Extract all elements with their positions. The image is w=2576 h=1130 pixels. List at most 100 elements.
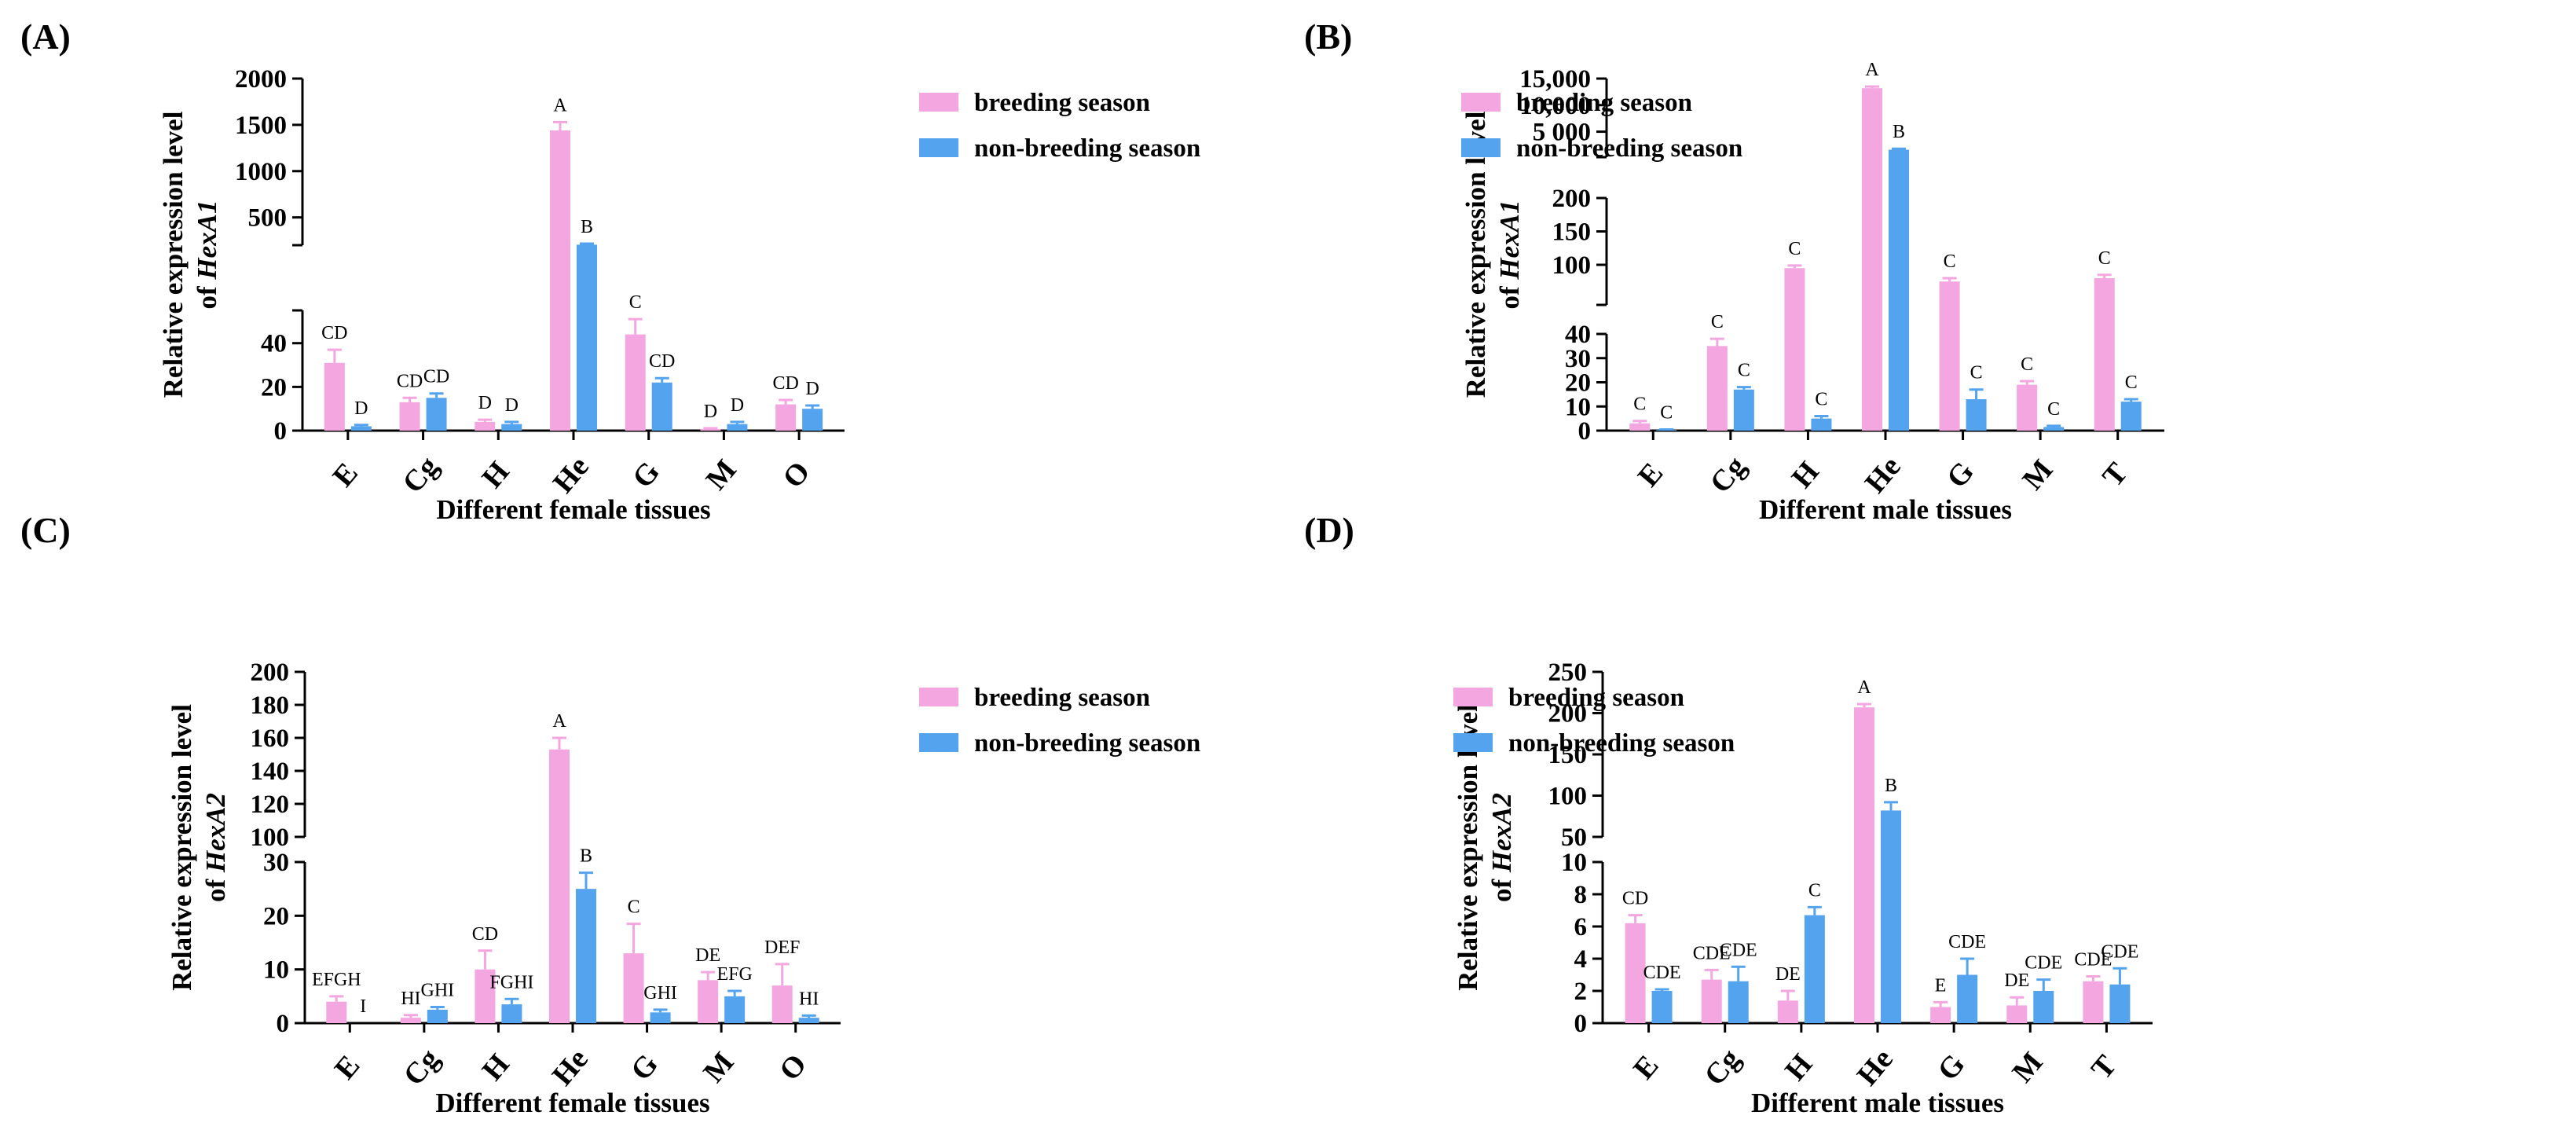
- y-tick-label: 10: [1561, 849, 1587, 877]
- significance-letter: D: [505, 395, 518, 416]
- significance-letter: CDE: [1948, 932, 1986, 952]
- y-axis-title-prefix: of: [1486, 872, 1517, 902]
- bar-non-breeding: [724, 996, 746, 1023]
- x-axis-title: Different male tissues: [1751, 1088, 2004, 1118]
- legend-label-non-breeding: non-breeding season: [974, 729, 1200, 758]
- panel-label: (A): [20, 17, 71, 57]
- significance-letter: FGHI: [489, 972, 533, 992]
- significance-letter: A: [552, 711, 566, 732]
- significance-letter: B: [580, 846, 592, 867]
- significance-letter: C: [1970, 363, 1983, 383]
- y-tick-label: 160: [251, 725, 290, 753]
- bar-non-breeding: [1651, 991, 1673, 1023]
- significance-letter: C: [1633, 394, 1646, 415]
- x-tick-label: E: [1627, 1049, 1665, 1085]
- legend-label-breeding: breeding season: [974, 89, 1150, 117]
- significance-letter: HI: [799, 989, 819, 1009]
- bar-non-breeding: [2033, 991, 2054, 1023]
- significance-letter: CD: [423, 367, 449, 387]
- significance-letter: DE: [2004, 970, 2029, 991]
- gene-name: HexA2: [200, 793, 231, 873]
- legend-swatch-breeding: [919, 688, 958, 706]
- significance-letter: C: [2047, 399, 2060, 420]
- significance-letter: CD: [321, 323, 347, 343]
- x-tick-label: Cg: [1704, 450, 1753, 500]
- y-axis-title-gene: of HexA2: [200, 793, 231, 902]
- bar-breeding: [1625, 923, 1646, 1023]
- y-tick-label: 4: [1574, 945, 1588, 974]
- y-tick-label: 140: [251, 758, 290, 786]
- significance-letter: CD: [1622, 889, 1648, 909]
- y-tick-label: 100: [251, 824, 290, 852]
- x-tick-label: He: [547, 450, 595, 500]
- bar-breeding: [1629, 423, 1651, 431]
- x-tick-label: T: [2096, 457, 2134, 493]
- x-tick-label: He: [546, 1043, 595, 1092]
- y-tick-label: 250: [1548, 659, 1588, 687]
- y-tick-label: 500: [248, 204, 288, 233]
- significance-letter: C: [628, 897, 640, 918]
- significance-letter: CD: [472, 924, 498, 945]
- y-tick-label: 1500: [235, 112, 287, 140]
- bar-non-breeding: [576, 889, 596, 1023]
- bar-breeding: [475, 969, 496, 1023]
- y-axis-title-prefix: of: [192, 280, 222, 310]
- y-axis-title-gene: of HexA2: [1486, 793, 1517, 902]
- bar-non-breeding: [798, 1018, 819, 1023]
- x-tick-label: He: [1859, 450, 1907, 500]
- bar-non-breeding: [2120, 402, 2142, 431]
- bar-breeding: [1862, 88, 1882, 431]
- significance-letter: C: [1788, 239, 1801, 259]
- x-tick-label: G: [626, 455, 666, 494]
- significance-letter: C: [2098, 248, 2111, 269]
- significance-letter: A: [1865, 60, 1879, 80]
- y-tick-label: 0: [1574, 1010, 1588, 1038]
- bar-breeding: [623, 953, 644, 1023]
- bar-non-breeding: [1881, 810, 1901, 1023]
- bar-non-breeding: [2043, 427, 2065, 431]
- bar-breeding: [1939, 281, 1960, 431]
- significance-letter: B: [581, 217, 593, 237]
- significance-letter: C: [1815, 390, 1827, 410]
- y-tick-label: 150: [1552, 218, 1592, 247]
- significance-letter: C: [2021, 354, 2033, 375]
- significance-letter: CD: [649, 351, 675, 372]
- legend-label-non-breeding: non-breeding season: [1508, 729, 1735, 758]
- x-tick-label: E: [1632, 457, 1669, 493]
- bar-breeding: [625, 334, 646, 431]
- bar-breeding: [1706, 346, 1728, 431]
- panel-label: (C): [20, 510, 71, 550]
- significance-letter: D: [704, 402, 717, 422]
- bar-breeding: [1777, 1000, 1798, 1023]
- bar-non-breeding: [1733, 389, 1754, 431]
- bar-breeding: [326, 1001, 347, 1023]
- y-tick-label: 40: [1565, 321, 1591, 349]
- gene-name: HexA2: [1486, 793, 1517, 873]
- significance-letter: I: [360, 996, 366, 1017]
- y-tick-label: 6: [1574, 913, 1588, 941]
- bar-breeding: [549, 749, 570, 1023]
- significance-letter: C: [1711, 312, 1724, 332]
- x-tick-label: He: [1851, 1043, 1900, 1092]
- significance-letter: CDE: [1720, 940, 1757, 960]
- significance-letter: CDE: [1643, 963, 1681, 983]
- legend-label-breeding: breeding season: [1516, 89, 1692, 117]
- significance-letter: DE: [1775, 964, 1801, 985]
- bar-breeding: [2006, 1005, 2028, 1023]
- bar-non-breeding: [427, 1009, 448, 1023]
- x-tick-label: H: [476, 455, 516, 494]
- significance-letter: B: [1885, 776, 1897, 796]
- y-tick-label: 0: [274, 417, 288, 446]
- x-tick-label: H: [1786, 455, 1826, 494]
- x-tick-label: Cg: [398, 1043, 446, 1092]
- bar-non-breeding: [650, 1012, 671, 1023]
- y-tick-label: 1000: [235, 158, 287, 186]
- x-tick-label: E: [326, 457, 364, 493]
- bar-breeding: [324, 362, 345, 431]
- legend-swatch-non-breeding: [1453, 733, 1493, 752]
- bar-non-breeding: [651, 382, 672, 431]
- y-tick-label: 150: [1548, 741, 1588, 769]
- x-tick-label: O: [776, 455, 816, 494]
- y-axis-title-prefix: of: [200, 872, 231, 902]
